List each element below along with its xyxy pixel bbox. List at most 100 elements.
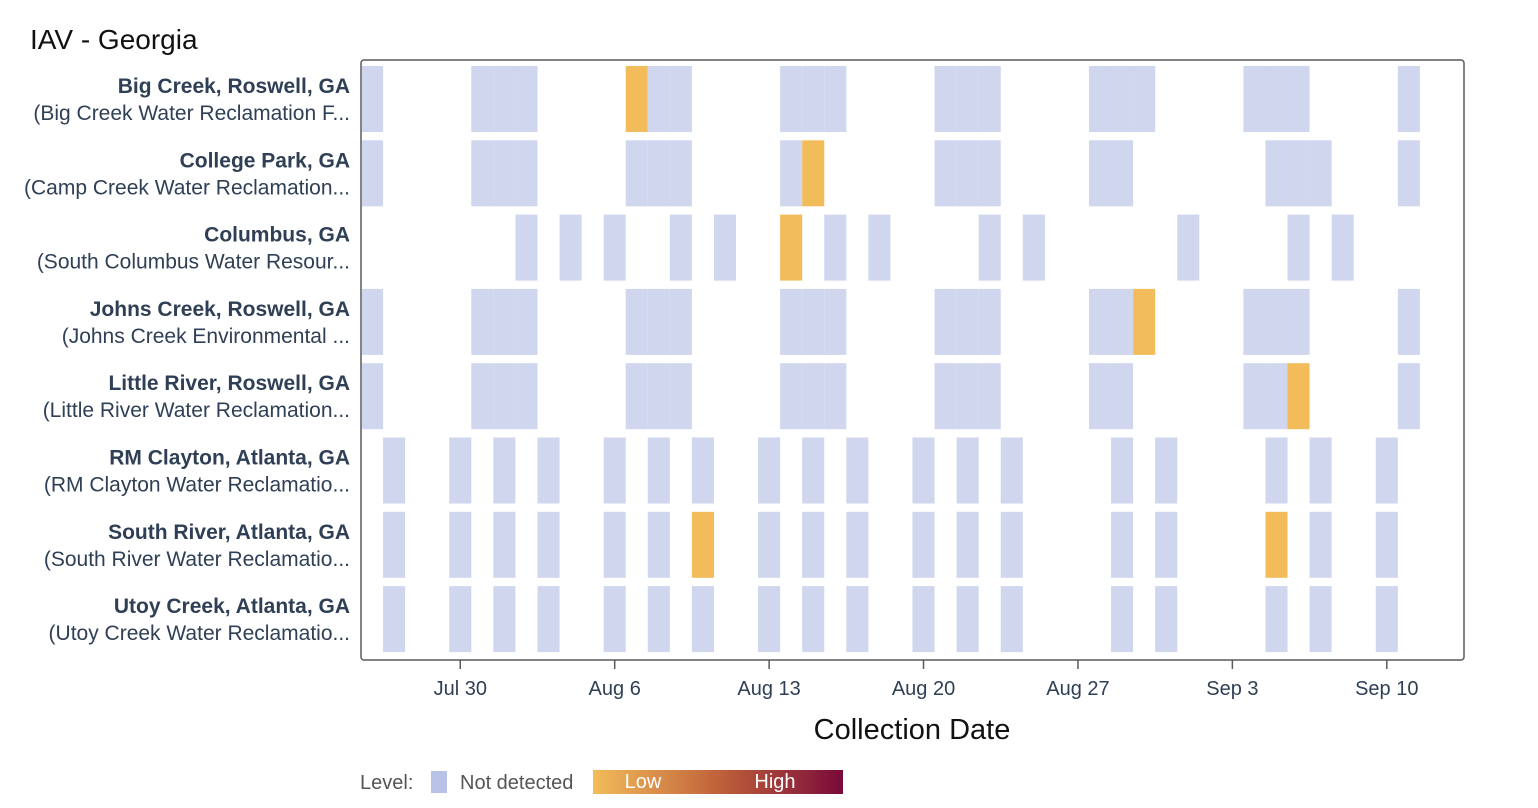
sample-cell	[1375, 437, 1398, 504]
sample-cell	[1155, 586, 1178, 653]
legend-prefix: Level:	[360, 772, 413, 794]
site-facility-label: (Camp Creek Water Reclamation...	[24, 176, 350, 199]
sample-cell	[1111, 586, 1134, 653]
sample-cell	[537, 511, 560, 578]
site-facility-label: (RM Clayton Water Reclamatio...	[44, 474, 350, 497]
sample-cell	[625, 363, 648, 430]
sample-cell	[846, 437, 869, 504]
legend-high-label: High	[754, 771, 795, 793]
x-tick-label: Jul 30	[434, 678, 487, 700]
sample-cell	[362, 288, 384, 355]
sample-cell	[1265, 511, 1288, 578]
sample-cell	[846, 586, 869, 653]
sample-cell	[1177, 214, 1200, 281]
heatmap-cells	[362, 66, 1420, 653]
sample-cell	[1000, 586, 1023, 653]
x-tick-label: Sep 10	[1355, 678, 1418, 700]
sample-cell	[978, 214, 1001, 281]
sample-cell	[780, 66, 803, 132]
x-axis-title: Collection Date	[814, 714, 1011, 746]
sample-cell	[1155, 511, 1178, 578]
sample-cell	[824, 363, 847, 430]
sample-cell	[1088, 66, 1112, 132]
sample-cell	[625, 66, 648, 132]
sample-cell	[1287, 66, 1310, 132]
site-name-label: Big Creek, Roswell, GA	[118, 75, 350, 98]
sample-cell	[515, 214, 538, 281]
sample-cell	[1155, 437, 1178, 504]
sample-cell	[647, 140, 670, 207]
sample-cell	[1133, 288, 1156, 355]
sample-cell	[1088, 140, 1112, 207]
site-facility-label: (Big Creek Water Reclamation F...	[33, 102, 350, 125]
sample-cell	[802, 140, 825, 207]
sample-cell	[537, 437, 560, 504]
sample-cell	[758, 437, 781, 504]
sample-cell	[956, 140, 979, 207]
sample-cell	[1265, 437, 1288, 504]
sample-cell	[603, 586, 626, 653]
plot-area	[360, 59, 1465, 661]
sample-cell	[802, 437, 825, 504]
sample-cell	[758, 511, 781, 578]
sample-cell	[802, 288, 825, 355]
sample-cell	[1397, 140, 1420, 207]
sample-cell	[1111, 140, 1134, 207]
sample-cell	[515, 288, 538, 355]
sample-cell	[1111, 363, 1134, 430]
sample-cell	[493, 288, 516, 355]
sample-cell	[669, 288, 692, 355]
sample-cell	[956, 288, 979, 355]
sample-cell	[1265, 288, 1288, 355]
sample-cell	[383, 586, 406, 653]
sample-cell	[934, 363, 957, 430]
site-name-label: College Park, GA	[180, 149, 350, 172]
sample-cell	[383, 437, 406, 504]
sample-cell	[978, 66, 1001, 132]
x-tick-label: Aug 6	[589, 678, 641, 700]
sample-cell	[1243, 288, 1266, 355]
sample-cell	[1397, 288, 1420, 355]
sample-cell	[537, 586, 560, 653]
sample-cell	[449, 437, 472, 504]
sample-cell	[515, 140, 538, 207]
sample-cell	[1287, 214, 1310, 281]
sample-cell	[362, 363, 384, 430]
site-facility-label: (South Columbus Water Resour...	[37, 251, 350, 274]
site-facility-label: (Utoy Creek Water Reclamatio...	[49, 622, 350, 645]
sample-cell	[934, 140, 957, 207]
sample-cell	[824, 66, 847, 132]
sample-cell	[1375, 586, 1398, 653]
sample-cell	[647, 288, 670, 355]
sample-cell	[1088, 288, 1112, 355]
sample-cell	[1331, 214, 1354, 281]
sample-cell	[1309, 586, 1332, 653]
site-facility-label: (South River Water Reclamatio...	[44, 548, 350, 571]
sample-cell	[780, 288, 803, 355]
sample-cell	[515, 66, 538, 132]
sample-cell	[1265, 586, 1288, 653]
sample-cell	[780, 140, 803, 207]
sample-cell	[1397, 363, 1420, 430]
sample-cell	[802, 586, 825, 653]
site-facility-label: (Johns Creek Environmental ...	[62, 325, 350, 348]
sample-cell	[383, 511, 406, 578]
sample-cell	[1111, 511, 1134, 578]
sample-cell	[362, 140, 384, 207]
sample-cell	[449, 511, 472, 578]
legend: Level: Not detected Low High	[360, 770, 843, 794]
sample-cell	[1133, 66, 1156, 132]
sample-cell	[1265, 363, 1288, 430]
sample-cell	[713, 214, 737, 281]
sample-cell	[868, 214, 891, 281]
sample-cell	[912, 511, 935, 578]
sample-cell	[471, 288, 494, 355]
sample-cell	[978, 140, 1001, 207]
x-tick-label: Sep 3	[1206, 678, 1258, 700]
sample-cell	[647, 363, 670, 430]
x-tick-label: Aug 20	[892, 678, 955, 700]
sample-cell	[1265, 66, 1288, 132]
sample-cell	[493, 437, 516, 504]
sample-cell	[956, 586, 979, 653]
